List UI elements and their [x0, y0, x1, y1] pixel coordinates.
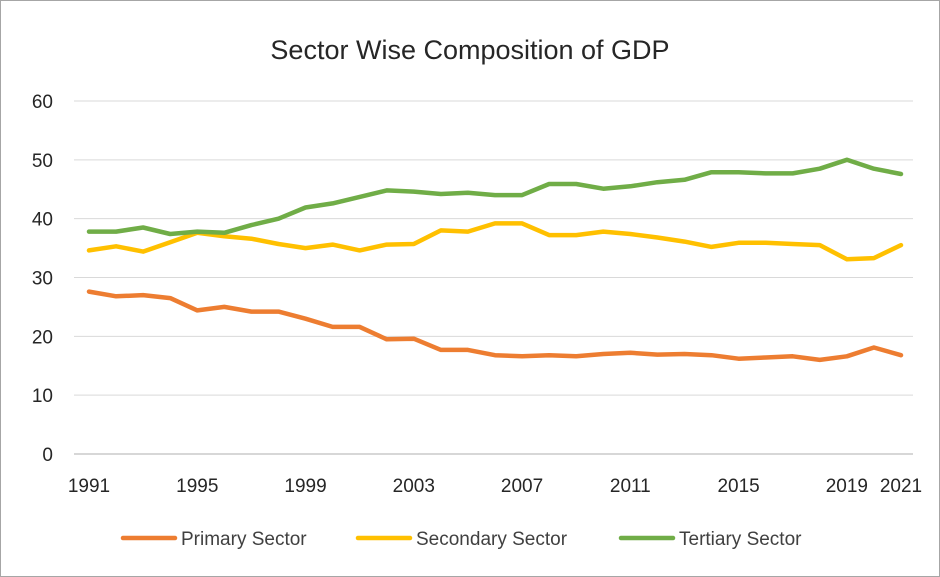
x-tick-label: 2019 — [826, 476, 868, 497]
x-tick-label: 1995 — [176, 476, 218, 497]
y-tick-label: 40 — [32, 210, 53, 231]
x-tick-label: 2011 — [610, 476, 651, 497]
x-tick-label: 2015 — [717, 476, 759, 497]
series-line-1 — [86, 221, 904, 262]
x-tick-label: 2003 — [393, 476, 435, 497]
gridlines — [74, 100, 913, 396]
legend-label: Primary Sector — [181, 529, 307, 550]
x-tick-label: 1991 — [68, 476, 110, 497]
legend-label: Secondary Sector — [416, 529, 568, 550]
y-tick-label: 30 — [32, 269, 53, 290]
y-tick-label: 60 — [32, 92, 53, 113]
legend-item: Secondary Sector — [355, 529, 568, 550]
chart-title: Sector Wise Composition of GDP — [270, 35, 669, 65]
x-tick-label: 2007 — [501, 476, 543, 497]
legend-label: Tertiary Sector — [679, 529, 802, 550]
y-tick-label: 10 — [32, 386, 53, 407]
legend-item: Tertiary Sector — [618, 529, 802, 550]
legend: Primary Sector Secondary Sector Tertiary S… — [120, 529, 802, 550]
legend-item: Primary Sector — [120, 529, 307, 550]
y-axis-ticks: 0 10 20 30 40 50 60 — [32, 92, 53, 466]
y-tick-label: 0 — [42, 445, 53, 466]
series-lines — [86, 157, 904, 363]
x-axis-ticks: 1991 1995 1999 2003 2007 2011 2015 2019 2021 — [68, 476, 922, 497]
series-line-0 — [86, 289, 904, 363]
y-tick-label: 50 — [32, 151, 53, 172]
series-line-2 — [86, 157, 904, 237]
y-tick-label: 20 — [32, 327, 53, 348]
x-tick-label: 2021 — [880, 476, 922, 497]
x-tick-label: 1999 — [284, 476, 326, 497]
